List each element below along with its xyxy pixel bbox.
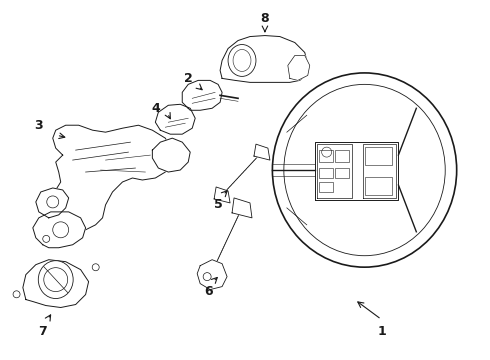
- Polygon shape: [152, 138, 190, 172]
- Polygon shape: [214, 187, 230, 203]
- Text: 6: 6: [204, 285, 213, 298]
- Polygon shape: [288, 55, 310, 80]
- Bar: [365, 177, 392, 195]
- Polygon shape: [317, 144, 352, 198]
- Circle shape: [13, 291, 20, 298]
- Polygon shape: [23, 260, 89, 307]
- Polygon shape: [232, 198, 252, 218]
- Circle shape: [43, 235, 49, 242]
- Polygon shape: [33, 212, 86, 248]
- Text: 8: 8: [261, 12, 269, 25]
- Polygon shape: [182, 80, 222, 110]
- Text: 3: 3: [34, 119, 43, 132]
- Polygon shape: [155, 104, 195, 134]
- Polygon shape: [36, 188, 69, 218]
- Polygon shape: [315, 142, 398, 200]
- Text: 1: 1: [377, 325, 386, 338]
- Polygon shape: [254, 144, 270, 160]
- Circle shape: [92, 264, 99, 271]
- Text: 2: 2: [184, 72, 193, 85]
- Text: 4: 4: [151, 102, 160, 115]
- Ellipse shape: [38, 261, 73, 298]
- Bar: [365, 147, 392, 165]
- Bar: [335, 168, 348, 178]
- Bar: [335, 150, 348, 162]
- Polygon shape: [363, 144, 396, 198]
- Polygon shape: [53, 125, 172, 230]
- Bar: [318, 150, 333, 162]
- Bar: [318, 182, 333, 192]
- Bar: [318, 168, 333, 178]
- Polygon shape: [197, 260, 227, 289]
- Ellipse shape: [284, 84, 445, 256]
- Text: 5: 5: [214, 198, 222, 211]
- Text: 7: 7: [38, 325, 47, 338]
- Polygon shape: [220, 36, 308, 82]
